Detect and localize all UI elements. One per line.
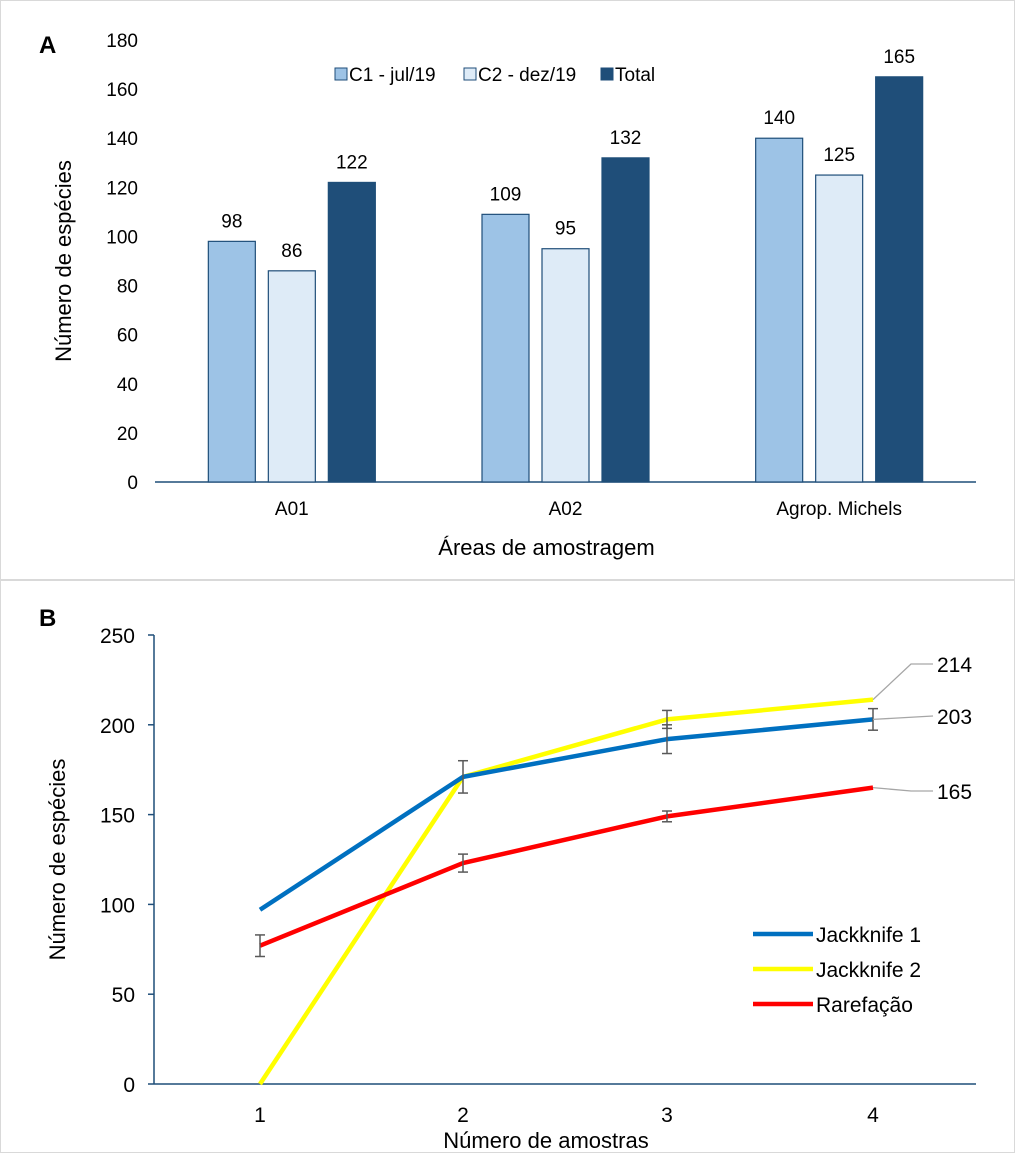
bar [327, 181, 376, 483]
data-label: 109 [490, 184, 522, 205]
y-tick-label: 120 [106, 178, 138, 199]
y-tick-label: 50 [112, 984, 135, 1007]
data-label: 125 [823, 145, 855, 166]
y-tick-label: 150 [100, 805, 135, 828]
y-tick-label: 140 [106, 129, 138, 150]
legend-label: Jackknife 1 [816, 924, 921, 947]
data-label: 140 [763, 108, 795, 129]
legend-label: C2 - dez/19 [478, 65, 576, 86]
bar [755, 137, 804, 483]
data-label: 98 [221, 211, 242, 232]
bar [481, 213, 530, 483]
panel-a: A 0 20 40 60 80 100 120 140 160 180 98 86 122 A01 109 95… [0, 0, 1015, 580]
legend-swatch [334, 67, 348, 81]
line-chart: B 0 50 100 150 200 250 1 2 3 4 214 203 165 Número de a… [39, 605, 976, 1153]
leader-line [872, 715, 934, 721]
end-label: 214 [937, 654, 972, 677]
data-label: 165 [883, 47, 915, 68]
bar [207, 240, 256, 483]
x-tick-label: A01 [275, 499, 309, 520]
y-tick-label: 20 [117, 424, 138, 445]
bar [875, 76, 924, 483]
y-tick-label: 60 [117, 326, 138, 347]
x-axis-title: Número de amostras [443, 1128, 648, 1153]
legend-label: Jackknife 2 [816, 959, 921, 982]
panel-label: A [39, 32, 56, 59]
y-tick-label: 160 [106, 80, 138, 101]
bar [267, 270, 316, 483]
x-tick-label: A02 [549, 499, 583, 520]
x-tick-label: 3 [661, 1104, 673, 1127]
legend-swatch [463, 67, 477, 81]
series-line [258, 717, 874, 912]
leader-line [872, 663, 933, 701]
y-tick-label: 100 [100, 894, 135, 917]
data-label: 86 [281, 241, 302, 262]
series-line [258, 697, 874, 1086]
y-tick-label: 250 [100, 625, 135, 648]
data-label: 122 [336, 152, 368, 173]
legend-label: Total [615, 65, 655, 86]
bar [815, 174, 864, 483]
data-label: 95 [555, 219, 576, 240]
bar [601, 157, 650, 483]
y-axis-title: Número de espécies [51, 160, 76, 362]
end-label: 203 [937, 706, 972, 729]
y-tick-label: 180 [106, 31, 138, 52]
y-tick-label: 200 [100, 715, 135, 738]
y-tick-label: 80 [117, 277, 138, 298]
leader-line [872, 787, 933, 792]
x-tick-label: Agrop. Michels [776, 499, 902, 520]
y-tick-label: 0 [127, 473, 138, 494]
y-tick-label: 40 [117, 375, 138, 396]
y-tick-label: 100 [106, 227, 138, 248]
x-axis-title: Áreas de amostragem [438, 535, 654, 560]
x-tick-label: 1 [254, 1104, 266, 1127]
x-tick-label: 2 [457, 1104, 469, 1127]
series-line [259, 785, 874, 948]
bar [541, 248, 590, 483]
panel-label: B [39, 605, 56, 632]
panel-b: B 0 50 100 150 200 250 1 2 3 4 214 203 165 Número de a… [0, 580, 1015, 1153]
end-label: 165 [937, 781, 972, 804]
legend-label: C1 - jul/19 [349, 65, 436, 86]
data-label: 132 [610, 128, 642, 149]
legend-label: Rarefação [816, 994, 913, 1017]
y-axis-title: Número de espécies [45, 759, 70, 961]
y-tick-label: 0 [123, 1074, 135, 1097]
x-tick-label: 4 [867, 1104, 879, 1127]
legend-swatch [600, 67, 614, 81]
bar-chart: A0204060801001201401601809886122A0110995… [39, 31, 976, 560]
